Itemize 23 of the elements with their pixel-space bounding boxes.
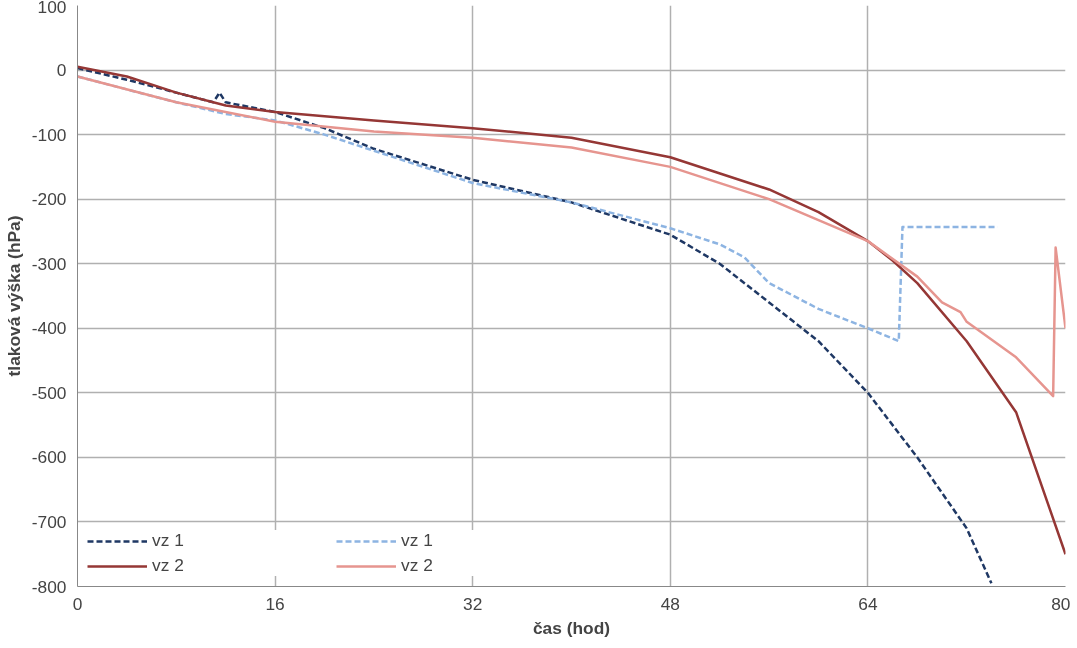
y-tick-label: 0 xyxy=(56,60,67,81)
y-tick-label: -700 xyxy=(31,511,67,532)
x-tick-label: 64 xyxy=(858,593,878,614)
x-tick-label: 16 xyxy=(265,593,285,614)
x-tick-label: 48 xyxy=(660,593,680,614)
y-tick-label: -400 xyxy=(31,318,67,339)
y-tick-label: -500 xyxy=(31,382,67,403)
legend-label: vz 1 xyxy=(401,530,434,551)
x-tick-label: 0 xyxy=(72,593,83,614)
y-tick-label: -200 xyxy=(31,189,67,210)
line-series xyxy=(77,75,1066,398)
y-tick-label: -300 xyxy=(31,253,67,274)
x-tick-label: 80 xyxy=(1051,593,1071,614)
y-tick-label: 100 xyxy=(37,0,67,17)
y-tick-label: -800 xyxy=(31,576,67,597)
x-axis-title: čas (hod) xyxy=(532,617,611,638)
legend-label: vz 2 xyxy=(401,555,434,576)
y-tick-label: -100 xyxy=(31,124,67,145)
y-tick-label: -600 xyxy=(31,447,67,468)
legend-label: vz 1 xyxy=(152,530,185,551)
x-tick-label: 32 xyxy=(463,593,483,614)
legend-label: vz 2 xyxy=(152,555,185,576)
y-axis-title: tlaková výška (hPa) xyxy=(3,215,24,377)
